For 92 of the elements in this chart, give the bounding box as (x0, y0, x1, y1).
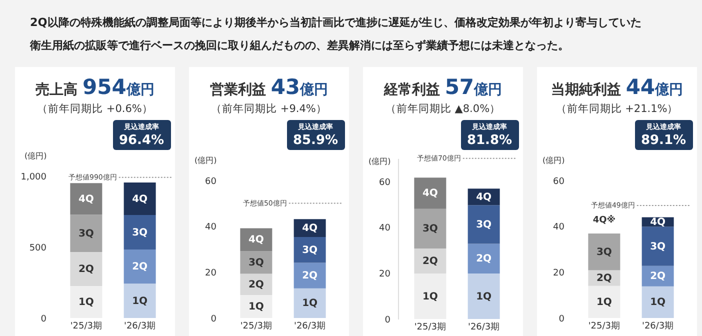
text: 2Q (132, 262, 148, 273)
x-tick-label: '26/3期 (124, 320, 156, 332)
y-tick-label: 0 (210, 314, 217, 324)
chart-title: 経常利益 57億円 (384, 75, 502, 99)
bar (414, 274, 446, 319)
text: 3Q (650, 241, 666, 252)
chart-subtitle: （前年同期比 +0.6%） (36, 102, 154, 116)
chart-subtitle: （前年同期比 +9.4%） (210, 102, 328, 116)
text: 2Q (650, 271, 666, 282)
bar (468, 274, 500, 319)
series-label: 2Q (78, 264, 94, 276)
bar (294, 288, 326, 318)
series-label: 4Q (302, 223, 318, 234)
y-axis-title: (億円) (194, 156, 217, 165)
series-label: 3Q (422, 224, 438, 235)
y-tick-label: 20 (205, 268, 217, 279)
text: 1Q (650, 297, 666, 308)
bar (588, 234, 620, 270)
bar (294, 236, 326, 263)
series-label: 2Q (248, 279, 264, 290)
bar (468, 244, 500, 274)
x-tick-label: '26/3期 (642, 320, 674, 332)
text: 3Q (302, 244, 318, 256)
bar (124, 284, 156, 318)
y-tick-label: 40 (379, 224, 391, 234)
y-tick-label: 1,000 (20, 172, 47, 182)
series-label: 1Q (596, 296, 612, 308)
bar (70, 183, 102, 215)
bar (294, 262, 326, 288)
series-label: 2Q (596, 273, 612, 284)
series-label: 1Q (422, 291, 438, 302)
chart-title: 営業利益 43億円 (210, 75, 328, 99)
text: 4Q (132, 194, 148, 205)
bar (124, 250, 156, 284)
chart-title: 当期純利益 44億円 (550, 75, 684, 99)
text: 1Q (476, 291, 492, 302)
series-label: 4Q (78, 194, 94, 205)
x-tick-label: '25/3期 (70, 320, 102, 332)
bar (124, 182, 156, 216)
series-label: 1Q (78, 297, 94, 308)
y-tick-label: 40 (205, 222, 217, 233)
bar (468, 205, 500, 244)
y-tick-label: 0 (384, 316, 391, 326)
bar (70, 252, 102, 286)
x-tick-label: '26/3期 (468, 322, 500, 332)
bar (70, 286, 102, 318)
y-tick-label: 500 (29, 244, 47, 254)
text: 1Q (302, 298, 318, 310)
text: 2Q (476, 254, 492, 265)
y-axis-title: (億円) (542, 156, 565, 165)
text: 1Q (132, 296, 148, 307)
chart-subtitle: （前年同期比 +21.1%） (554, 102, 680, 116)
bar (588, 286, 620, 318)
text: 2Q以降の特殊機能紙の調整局面等により期後半から当初計画比で進捗に遅延が生じ、価格改定効果が年初より寄与していた衛生用紙の拡販等で進行ベースの挽回に取り組んだものの、差異解消には至らず業績予想には未達となった。 (30, 15, 642, 54)
annotation: 4Q※ (592, 214, 616, 226)
bar (642, 286, 674, 318)
x-tick-label: '25/3期 (414, 322, 446, 332)
text: 2Q (302, 270, 318, 282)
text: 4Q (248, 234, 264, 246)
x-tick-label: '26/3期 (294, 320, 326, 332)
y-tick-label: 20 (379, 270, 391, 280)
y-tick-label: 60 (553, 176, 565, 187)
series-label: 1Q (248, 302, 264, 313)
series-label: 3Q (596, 246, 612, 258)
text: 3Q (476, 219, 492, 230)
bar (70, 214, 102, 252)
bar (414, 248, 446, 274)
chart-title: 売上高 954億円 (36, 75, 154, 99)
y-tick-label: 20 (553, 268, 565, 279)
y-axis-title: (億円) (368, 156, 391, 166)
bar (240, 295, 272, 318)
chart-subtitle: （前年同期比 ▲8.0%） (384, 102, 502, 116)
bar (240, 274, 272, 296)
bar (642, 226, 674, 266)
bar (124, 215, 156, 250)
text: 3Q (132, 227, 148, 238)
bar (414, 208, 446, 249)
y-tick-label: 60 (379, 178, 391, 188)
series-label: 3Q (78, 228, 94, 240)
y-axis-title: (億円) (24, 152, 47, 160)
series-label: 2Q (422, 256, 438, 268)
x-tick-label: '25/3期 (588, 320, 620, 332)
series-label: 4Q (476, 192, 492, 203)
y-tick-label: 40 (553, 222, 565, 233)
y-tick-label: 0 (558, 314, 565, 324)
series-label: 4Q (650, 216, 666, 228)
bar (414, 178, 446, 209)
series-label: 3Q (248, 257, 264, 268)
y-tick-label: 0 (40, 314, 47, 324)
text: 4Q (422, 188, 438, 200)
y-tick-label: 60 (205, 176, 217, 187)
x-tick-label: '25/3期 (240, 320, 272, 332)
